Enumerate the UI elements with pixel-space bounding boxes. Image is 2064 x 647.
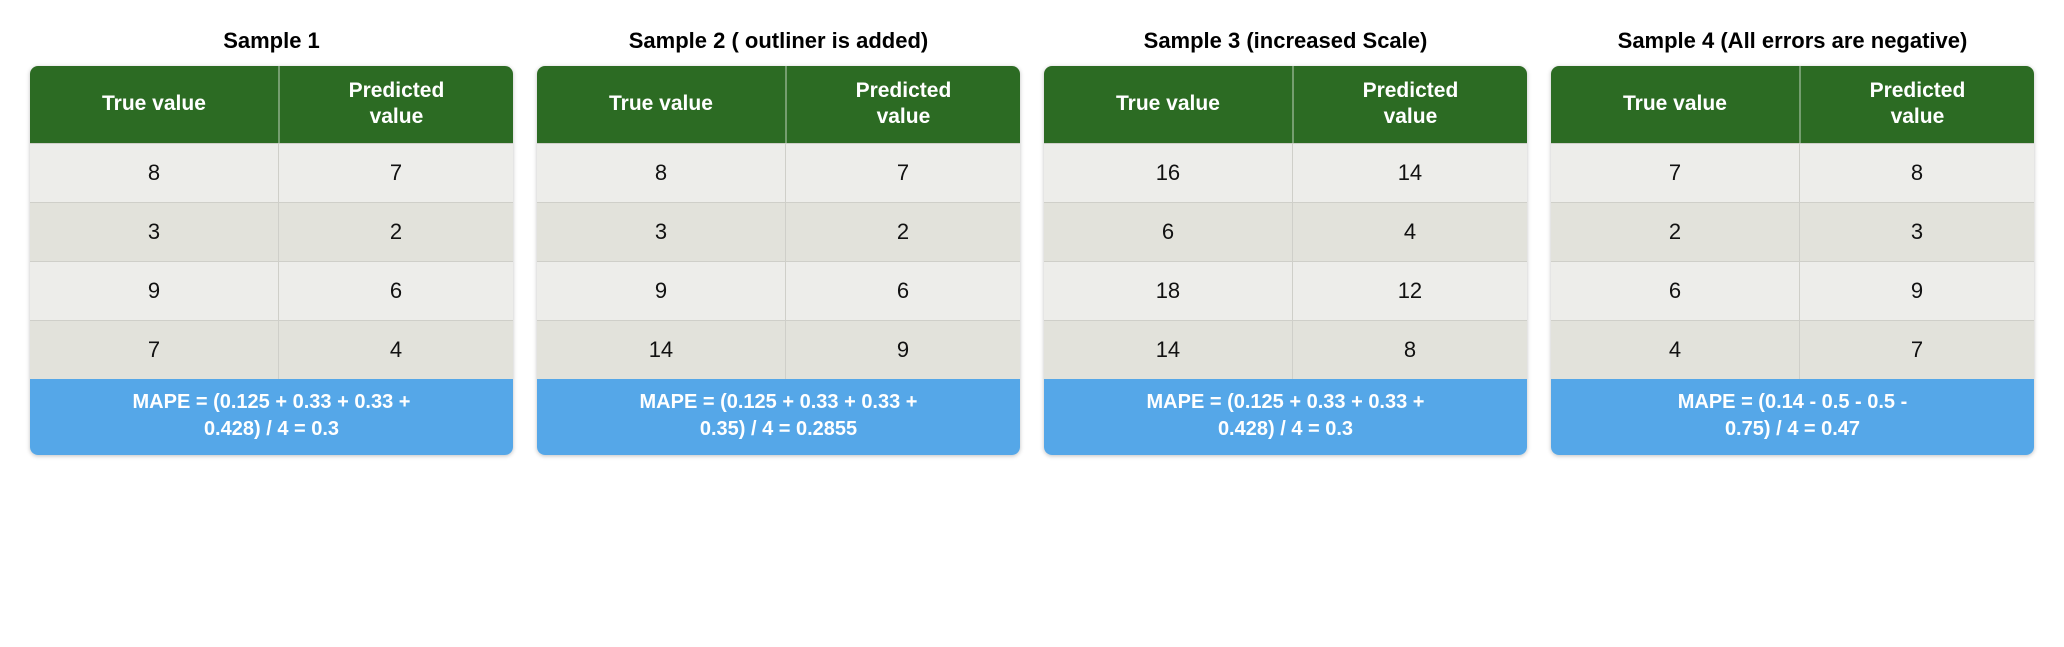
col-header-pred-line2: value — [1384, 105, 1438, 128]
mape-line2: 0.428) / 4 = 0.3 — [1218, 418, 1353, 440]
table-row: 3 2 — [537, 202, 1020, 261]
table-row: 6 9 — [1551, 261, 2034, 320]
mape-row: MAPE = (0.14 - 0.5 - 0.5 - 0.75) / 4 = 0… — [1551, 379, 2034, 455]
col-header-pred-line1: Predicted — [349, 79, 445, 102]
table-row: 18 12 — [1044, 261, 1527, 320]
cell-true: 14 — [1044, 320, 1292, 379]
cell-pred: 2 — [278, 202, 513, 261]
table-row: 6 4 — [1044, 202, 1527, 261]
mape-line1: MAPE = (0.125 + 0.33 + 0.33 + — [640, 391, 918, 413]
sample-title: Sample 2 ( outliner is added) — [537, 20, 1020, 66]
cell-pred: 8 — [1292, 320, 1527, 379]
sample-table: True value Predicted value 16 14 6 4 — [1044, 66, 1527, 455]
table-row: 3 2 — [30, 202, 513, 261]
cell-pred: 9 — [1799, 261, 2034, 320]
mape-line2: 0.75) / 4 = 0.47 — [1725, 418, 1860, 440]
col-header-pred: Predicted value — [785, 66, 1020, 143]
cell-true: 8 — [30, 143, 278, 202]
cell-pred: 9 — [785, 320, 1020, 379]
col-header-pred-line2: value — [370, 105, 424, 128]
sample-table: True value Predicted value 7 8 2 3 6 — [1551, 66, 2034, 455]
sample-panel: Sample 3 (increased Scale) True value Pr… — [1044, 20, 1527, 455]
mape-line1: MAPE = (0.125 + 0.33 + 0.33 + — [1147, 391, 1425, 413]
table-row: 8 7 — [537, 143, 1020, 202]
cell-true: 14 — [537, 320, 785, 379]
col-header-pred-line1: Predicted — [1363, 79, 1459, 102]
mape-text: MAPE = (0.125 + 0.33 + 0.33 + 0.35) / 4 … — [537, 379, 1020, 455]
mape-line1: MAPE = (0.125 + 0.33 + 0.33 + — [133, 391, 411, 413]
table-row: 7 8 — [1551, 143, 2034, 202]
col-header-pred-line2: value — [877, 105, 931, 128]
sample-panel: Sample 4 (All errors are negative) True … — [1551, 20, 2034, 455]
mape-line1: MAPE = (0.14 - 0.5 - 0.5 - — [1678, 391, 1908, 413]
col-header-true: True value — [1551, 66, 1799, 143]
table-row: 14 9 — [537, 320, 1020, 379]
table-row: 14 8 — [1044, 320, 1527, 379]
sample-table: True value Predicted value 8 7 3 2 9 — [537, 66, 1020, 455]
cell-pred: 2 — [785, 202, 1020, 261]
col-header-pred-line1: Predicted — [1870, 79, 1966, 102]
col-header-true: True value — [30, 66, 278, 143]
table-row: 9 6 — [537, 261, 1020, 320]
cell-pred: 12 — [1292, 261, 1527, 320]
mape-line2: 0.35) / 4 = 0.2855 — [700, 418, 857, 440]
col-header-true: True value — [1044, 66, 1292, 143]
cell-true: 3 — [30, 202, 278, 261]
sample-title: Sample 3 (increased Scale) — [1044, 20, 1527, 66]
cell-true: 2 — [1551, 202, 1799, 261]
cell-true: 18 — [1044, 261, 1292, 320]
cell-true: 16 — [1044, 143, 1292, 202]
cell-true: 7 — [30, 320, 278, 379]
sample-table: True value Predicted value 8 7 3 2 9 — [30, 66, 513, 455]
col-header-pred-line1: Predicted — [856, 79, 952, 102]
sample-title: Sample 1 — [30, 20, 513, 66]
mape-row: MAPE = (0.125 + 0.33 + 0.33 + 0.35) / 4 … — [537, 379, 1020, 455]
sample-panel: Sample 2 ( outliner is added) True value… — [537, 20, 1020, 455]
table-row: 7 4 — [30, 320, 513, 379]
table-row: 8 7 — [30, 143, 513, 202]
col-header-pred: Predicted value — [278, 66, 513, 143]
col-header-pred: Predicted value — [1799, 66, 2034, 143]
mape-row: MAPE = (0.125 + 0.33 + 0.33 + 0.428) / 4… — [30, 379, 513, 455]
cell-true: 9 — [30, 261, 278, 320]
cell-true: 6 — [1551, 261, 1799, 320]
cell-pred: 6 — [278, 261, 513, 320]
cell-true: 8 — [537, 143, 785, 202]
cell-pred: 4 — [278, 320, 513, 379]
mape-text: MAPE = (0.125 + 0.33 + 0.33 + 0.428) / 4… — [30, 379, 513, 455]
cell-pred: 4 — [1292, 202, 1527, 261]
cell-true: 6 — [1044, 202, 1292, 261]
mape-line2: 0.428) / 4 = 0.3 — [204, 418, 339, 440]
mape-text: MAPE = (0.125 + 0.33 + 0.33 + 0.428) / 4… — [1044, 379, 1527, 455]
sample-panel: Sample 1 True value Predicted value 8 7 … — [30, 20, 513, 455]
cell-pred: 8 — [1799, 143, 2034, 202]
mape-text: MAPE = (0.14 - 0.5 - 0.5 - 0.75) / 4 = 0… — [1551, 379, 2034, 455]
cell-pred: 6 — [785, 261, 1020, 320]
table-row: 9 6 — [30, 261, 513, 320]
cell-true: 7 — [1551, 143, 1799, 202]
table-row: 16 14 — [1044, 143, 1527, 202]
cell-true: 3 — [537, 202, 785, 261]
mape-row: MAPE = (0.125 + 0.33 + 0.33 + 0.428) / 4… — [1044, 379, 1527, 455]
samples-grid: Sample 1 True value Predicted value 8 7 … — [30, 20, 2034, 455]
cell-pred: 7 — [1799, 320, 2034, 379]
col-header-pred-line2: value — [1891, 105, 1945, 128]
cell-pred: 14 — [1292, 143, 1527, 202]
sample-title: Sample 4 (All errors are negative) — [1551, 20, 2034, 66]
col-header-pred: Predicted value — [1292, 66, 1527, 143]
table-row: 4 7 — [1551, 320, 2034, 379]
cell-pred: 7 — [278, 143, 513, 202]
table-row: 2 3 — [1551, 202, 2034, 261]
cell-pred: 7 — [785, 143, 1020, 202]
cell-true: 4 — [1551, 320, 1799, 379]
col-header-true: True value — [537, 66, 785, 143]
cell-true: 9 — [537, 261, 785, 320]
cell-pred: 3 — [1799, 202, 2034, 261]
